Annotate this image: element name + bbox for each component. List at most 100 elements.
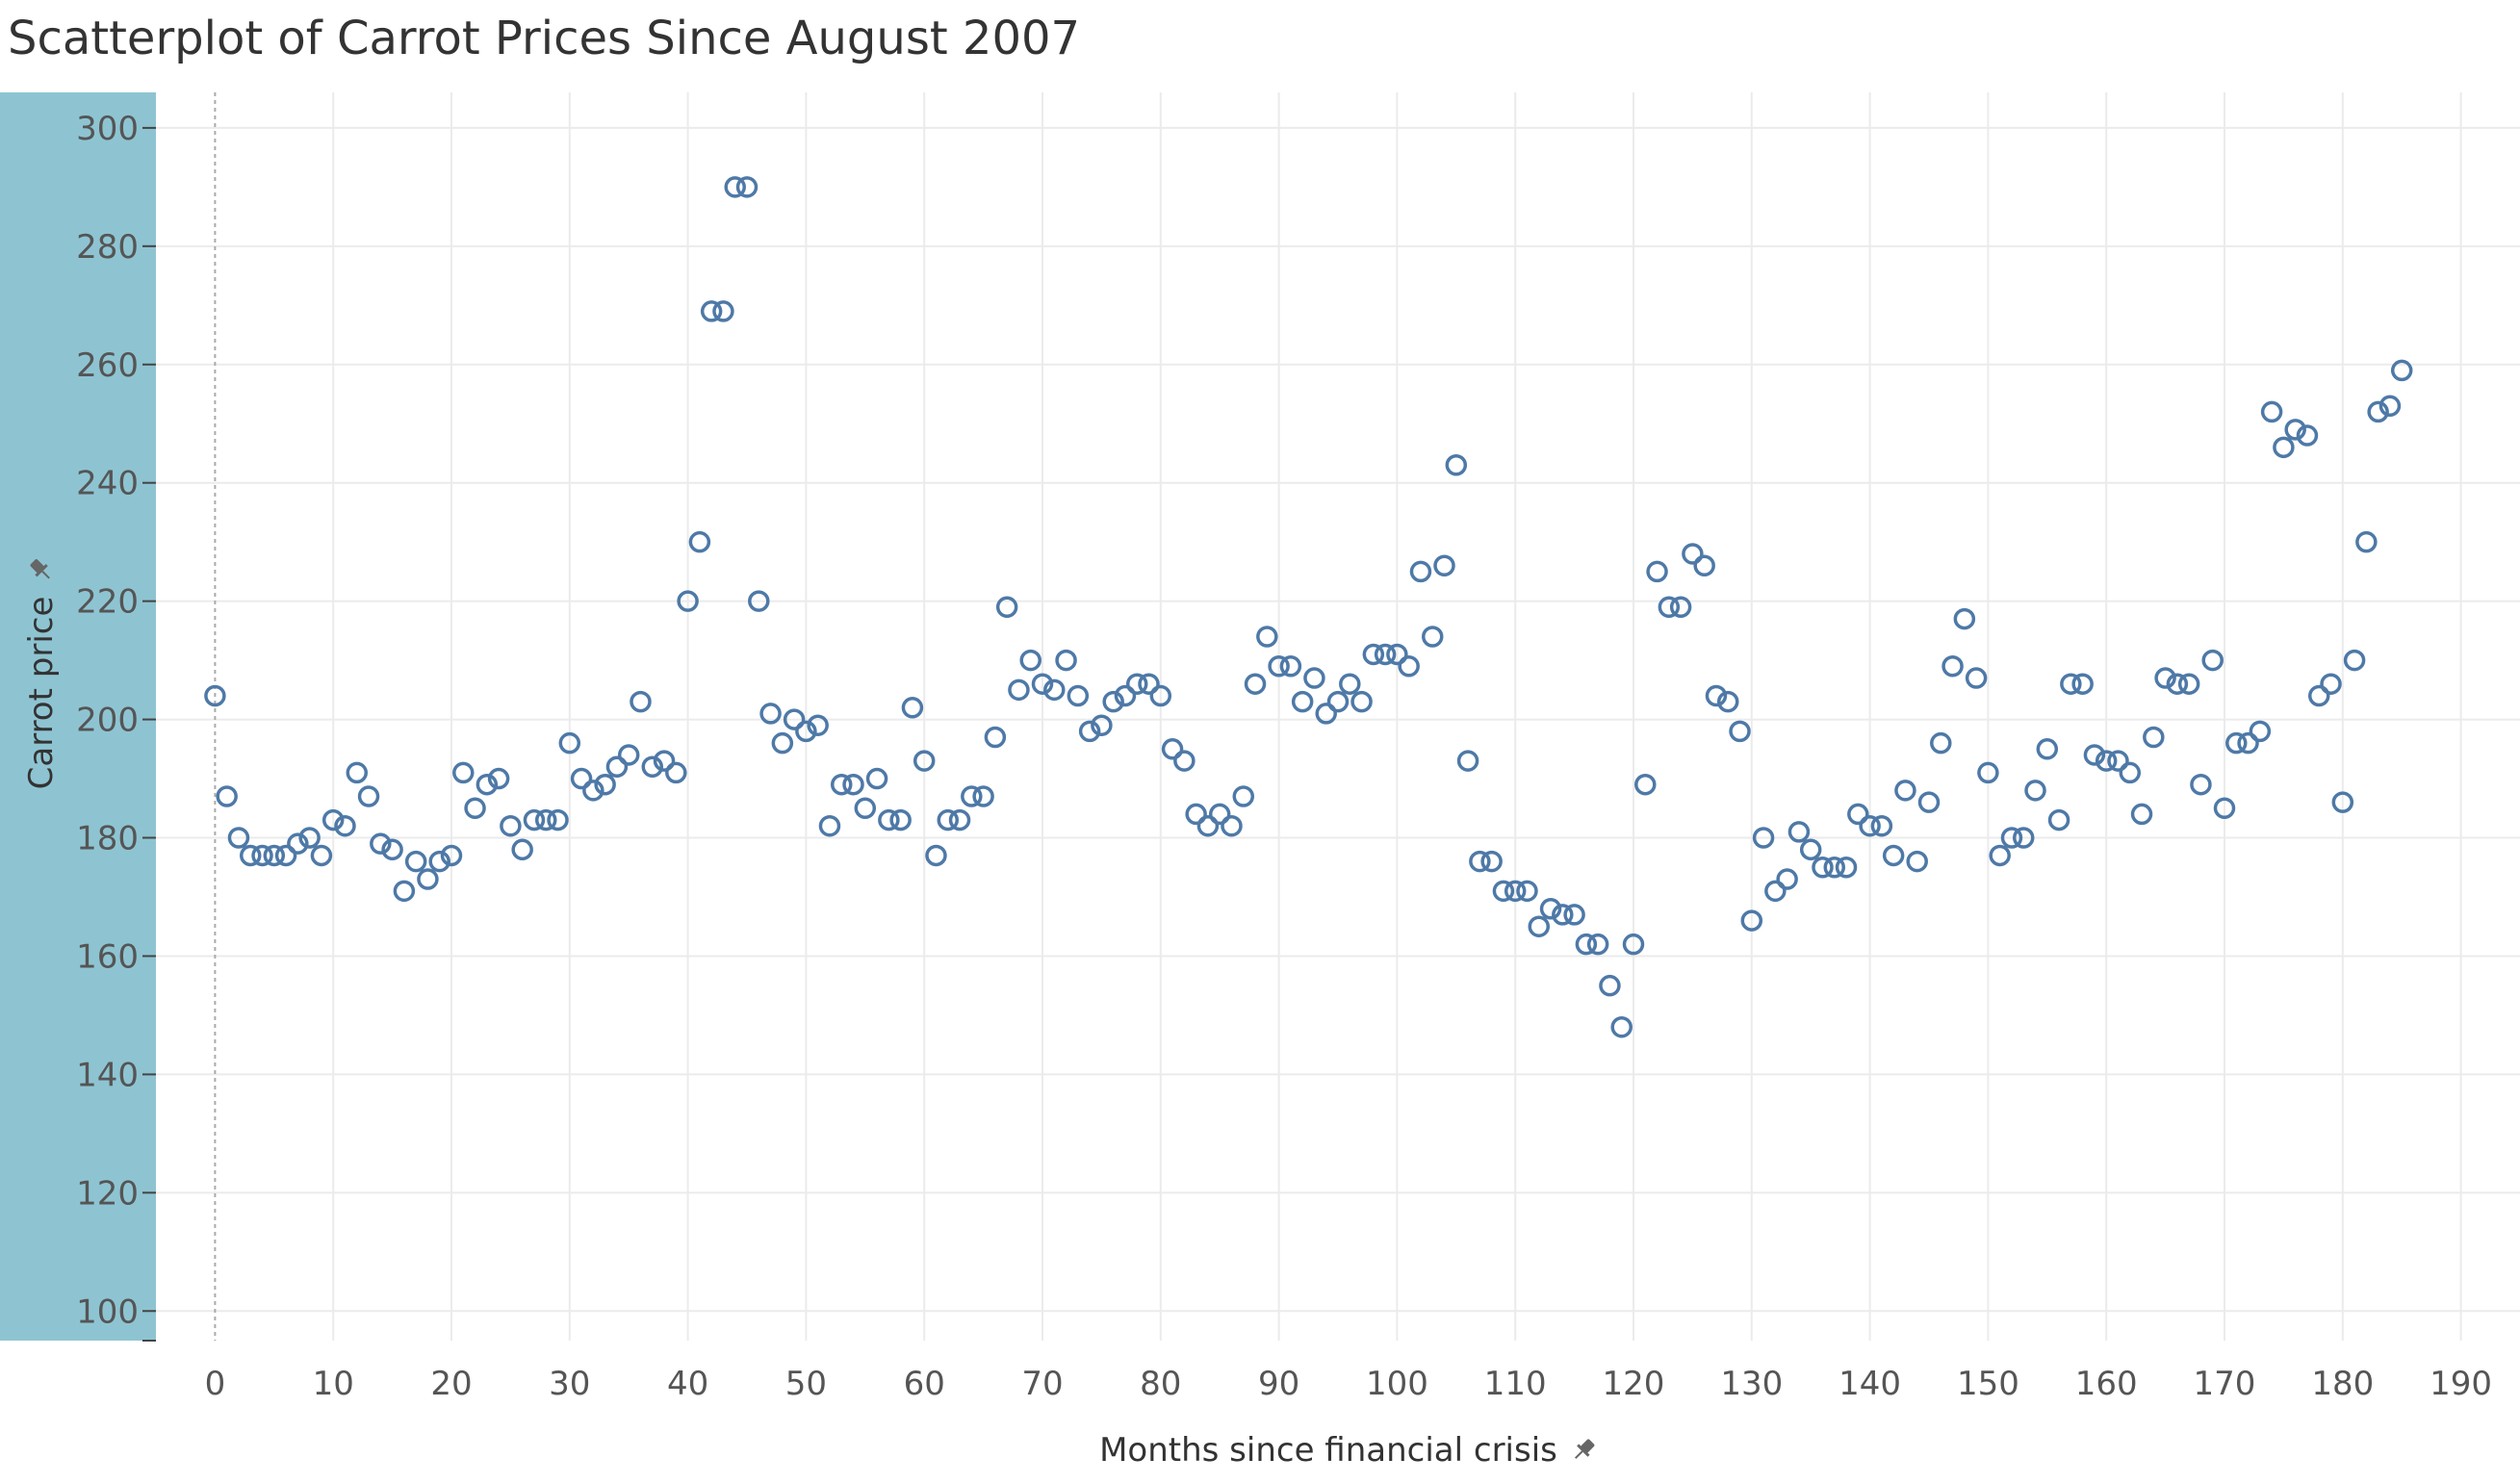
data-point [1752, 827, 1775, 849]
x-tick-label: 160 [2075, 1365, 2138, 1403]
data-point [1031, 673, 1054, 695]
data-point [1138, 673, 1160, 695]
data-point [263, 844, 286, 867]
data-point [1682, 543, 1704, 565]
y-tick-label: 260 [76, 346, 139, 385]
data-point [1362, 643, 1385, 666]
x-tick-label: 40 [667, 1365, 708, 1403]
data-point [487, 767, 510, 790]
data-point [1386, 643, 1408, 666]
data-point [1055, 649, 1077, 672]
data-point [1894, 780, 1916, 802]
data-point [1469, 850, 1491, 873]
data-point [748, 590, 770, 612]
data-point [937, 808, 960, 832]
data-point [2036, 738, 2059, 760]
data-point [1622, 933, 1645, 956]
data-point [700, 300, 723, 322]
data-point [2284, 419, 2306, 441]
data-point [735, 176, 759, 198]
x-tick-label: 180 [2311, 1365, 2374, 1403]
data-point [1303, 667, 1325, 689]
grid [156, 92, 2520, 1341]
data-point [2225, 731, 2248, 755]
x-tick-label: 20 [430, 1365, 472, 1403]
y-tick-label: 180 [76, 820, 139, 858]
x-tick-label: 190 [2430, 1365, 2492, 1403]
data-point [1847, 803, 1869, 826]
data-point [1823, 856, 1846, 879]
data-point [1977, 761, 1999, 784]
x-tick-label: 140 [1839, 1365, 1901, 1403]
data-point [1634, 773, 1657, 796]
data-point [1232, 785, 1255, 807]
data-point [901, 697, 924, 719]
data-point [1019, 649, 1041, 672]
data-point [641, 755, 664, 778]
data-point [287, 832, 309, 855]
data-point [1776, 868, 1798, 890]
data-point [2307, 684, 2330, 707]
x-tick-label: 80 [1140, 1365, 1181, 1403]
data-point [1693, 554, 1715, 577]
data-point [1740, 909, 1763, 932]
data-point [2166, 673, 2189, 695]
x-tick-label: 170 [2194, 1365, 2256, 1403]
data-point [582, 780, 604, 802]
data-point [854, 797, 877, 820]
data-point [1575, 933, 1598, 956]
data-point [417, 868, 439, 890]
data-point [239, 844, 262, 867]
data-point [1965, 667, 1988, 689]
data-point [1256, 626, 1278, 648]
chart-title: Scatterplot of Carrot Prices Since Augus… [8, 12, 1081, 65]
data-point [2012, 827, 2035, 849]
x-tick-label: 70 [1021, 1365, 1063, 1403]
data-point [2343, 649, 2366, 672]
data-point [2273, 436, 2295, 459]
data-point [2047, 808, 2070, 832]
data-point [995, 596, 1018, 619]
data-point [925, 844, 947, 867]
data-point [1008, 678, 1030, 702]
data-point [830, 773, 853, 796]
x-tick-label: 60 [904, 1365, 945, 1403]
data-point [1859, 814, 1881, 837]
data-point [2000, 827, 2023, 849]
data-point [1480, 850, 1503, 873]
pin-icon [1574, 1439, 1595, 1459]
y-tick-label: 120 [76, 1174, 139, 1213]
y-tick-label: 200 [76, 702, 139, 740]
x-tick-label: 110 [1484, 1365, 1547, 1403]
data-point [1906, 850, 1928, 873]
data-point [771, 731, 794, 755]
data-point [2143, 726, 2165, 749]
data-point [2331, 791, 2354, 813]
data-point [665, 761, 687, 784]
data-point [724, 176, 746, 198]
data-point [2249, 720, 2272, 743]
data-point [1221, 814, 1243, 837]
data-point [404, 850, 427, 873]
data-point [1326, 690, 1350, 713]
data-point [1350, 690, 1373, 713]
x-tick-label: 30 [549, 1365, 590, 1403]
data-point [1716, 690, 1739, 713]
data-point [381, 838, 403, 861]
data-point [948, 808, 971, 832]
x-tick-label: 100 [1366, 1365, 1428, 1403]
data-point [2154, 667, 2176, 689]
data-point [523, 808, 546, 832]
y-tick-label: 240 [76, 465, 139, 503]
axis-labels: 100 120 140 160 180 200 220 240 260 280 300 0 10 20 30… [22, 110, 2492, 1470]
data-point [2355, 530, 2378, 553]
data-point [1421, 626, 1444, 648]
data-point [1764, 880, 1787, 903]
data-point [1528, 915, 1551, 937]
data-point [1161, 738, 1184, 760]
data-point [2201, 649, 2224, 672]
data-point [1799, 838, 1822, 861]
data-point [1870, 814, 1893, 837]
data-point [1989, 844, 2011, 867]
